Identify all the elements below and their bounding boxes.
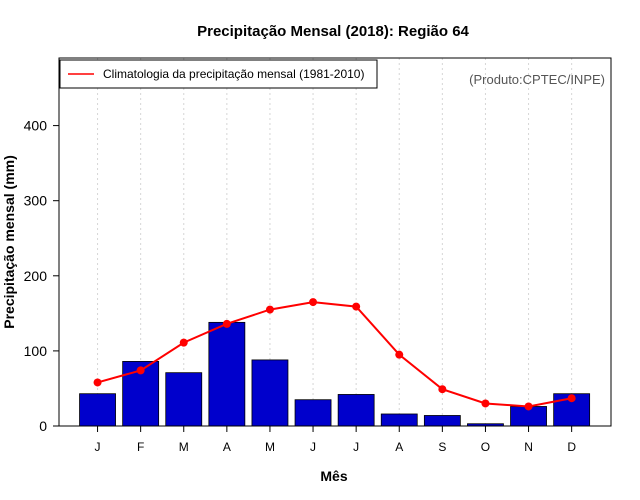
x-tick-label: F [137,440,144,454]
y-tick-label: 400 [24,118,48,134]
y-tick-label: 0 [39,418,47,434]
x-axis-title: Mês [320,468,347,484]
x-tick-label: A [223,440,231,454]
bar [165,372,203,427]
x-tick-label: A [395,440,403,454]
bar [208,321,246,427]
bar [251,359,289,427]
credit-text: (Produto:CPTEC/INPE) [469,72,605,87]
plot-frame [58,57,612,427]
climatology-point [481,399,490,408]
x-tick-label: O [481,440,490,454]
bar [423,415,461,427]
x-tick-label: S [438,440,446,454]
climatology-point [179,338,188,347]
climatology-point [93,378,102,387]
y-axis-title: Precipitação mensal (mm) [1,155,17,329]
y-tick-label: 300 [24,193,48,209]
y-tick-label: 100 [24,343,48,359]
climatology-point [265,305,274,314]
climatology-point [395,350,404,359]
y-tick-label: 200 [24,268,48,284]
climatology-point [438,385,447,394]
bar [79,393,116,427]
x-tick-label: D [567,440,576,454]
bar [337,394,375,427]
x-tick-label: M [179,440,189,454]
x-tick-label: N [524,440,533,454]
bar [380,413,418,427]
climatology-point [567,394,576,403]
climatology-line [97,301,572,408]
climatology-point [524,402,533,411]
chart-title: Precipitação Mensal (2018): Região 64 [197,23,469,40]
legend-label: Climatologia da precipitação mensal (198… [103,67,364,81]
bar [294,399,332,427]
legend-box [59,59,378,89]
climatology-point [222,319,231,328]
x-tick-label: M [265,440,275,454]
x-tick-label: J [353,440,359,454]
climatology-point [352,302,361,311]
climatology-point [309,298,318,307]
x-tick-label: J [310,440,316,454]
climatology-point [136,366,145,375]
x-tick-label: J [95,440,101,454]
